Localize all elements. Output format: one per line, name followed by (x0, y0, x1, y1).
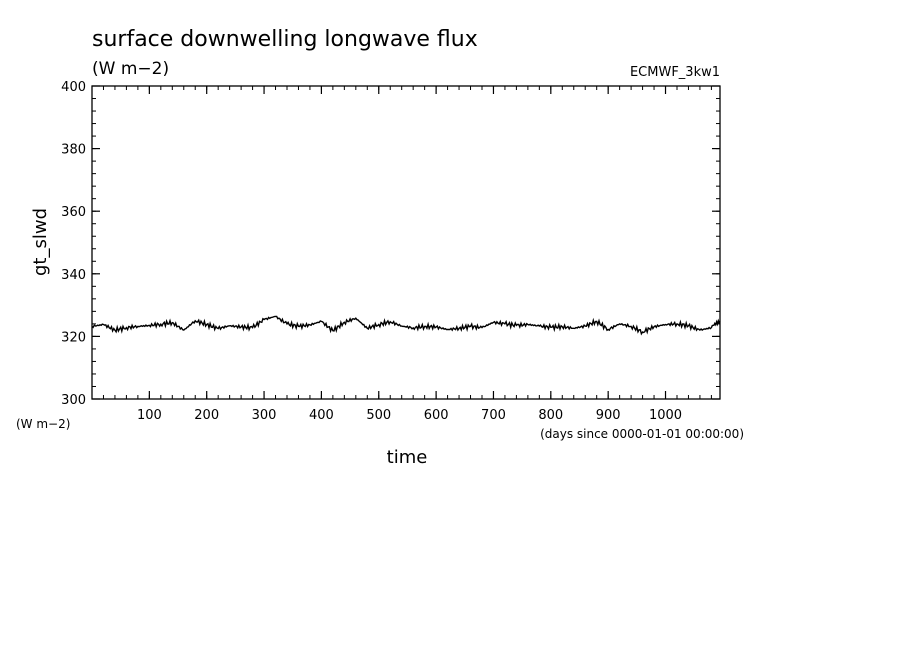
source-label: ECMWF_3kw1 (630, 65, 720, 80)
title-units: (W m−2) (92, 59, 169, 79)
series-line (91, 315, 721, 336)
x-axis-units: (days since 0000-01-01 00:00:00) (540, 427, 744, 441)
y-axis-units: (W m−2) (16, 417, 70, 431)
y-axis-label: gt_slwd (30, 208, 51, 276)
x-tick-label: 1000 (649, 408, 682, 423)
x-tick-label: 700 (481, 408, 506, 423)
y-tick-label: 300 (61, 393, 86, 408)
x-axis-ticks: 100 200 300 400 500 600 700 800 900 1000 (137, 86, 682, 423)
x-tick-label: 900 (596, 408, 621, 423)
y-tick-label: 380 (61, 143, 86, 158)
x-tick-label: 200 (194, 408, 219, 423)
y-axis-ticks: 300 320 340 360 380 400 (61, 80, 720, 408)
x-tick-label: 300 (252, 408, 277, 423)
minor-ticks (91, 85, 720, 400)
x-tick-label: 600 (424, 408, 449, 423)
plot-frame (91, 85, 721, 400)
x-tick-label: 800 (538, 408, 563, 423)
x-tick-label: 100 (137, 408, 162, 423)
x-tick-label: 400 (309, 408, 334, 423)
chart-title: surface downwelling longwave flux (92, 27, 478, 52)
y-tick-label: 340 (61, 268, 86, 283)
x-tick-label: 500 (366, 408, 391, 423)
x-axis-label: time (387, 447, 428, 468)
y-tick-label: 360 (61, 205, 86, 220)
y-tick-label: 400 (61, 80, 86, 95)
y-tick-label: 320 (61, 330, 86, 345)
